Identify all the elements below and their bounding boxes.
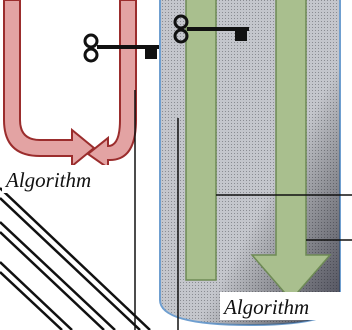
label-left: Algorithm xyxy=(4,168,91,192)
label-right: Algorithm xyxy=(222,295,309,319)
diagonal-lines xyxy=(0,188,150,330)
page: Algorithm Algorithm (() => { const data … xyxy=(0,0,352,330)
pink-arrow-right xyxy=(88,0,136,168)
green-bar xyxy=(186,0,216,280)
pink-arrow-left xyxy=(4,0,94,166)
diagram: Algorithm Algorithm xyxy=(0,0,352,330)
